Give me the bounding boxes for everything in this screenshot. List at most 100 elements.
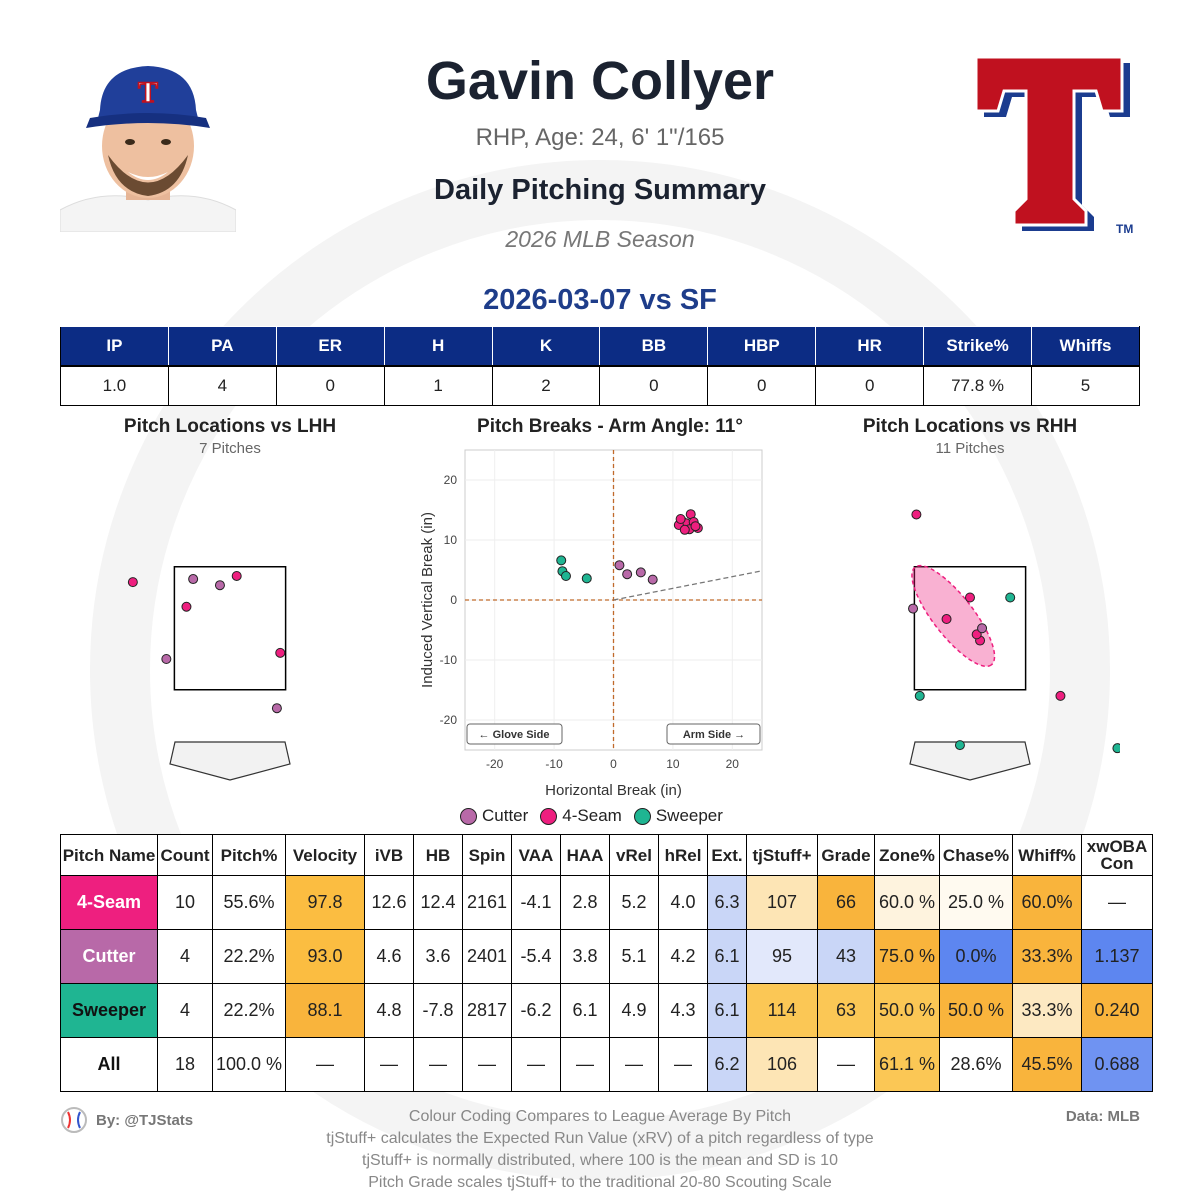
breaks-sweeper-point-2 [560,571,571,581]
pitch-cell-hrel: 4.3 [658,983,708,1038]
breaks-x-tick-0: -20 [486,757,504,771]
pitch-cell-count: 4 [157,983,213,1038]
pitch-cell-pitch: 100.0 % [212,1037,286,1092]
stat-value-h: 1 [383,365,493,406]
pitch-cell-chase: 50.0 % [939,983,1013,1038]
summary-title: Daily Pitching Summary [434,174,766,206]
pitch-col-xwoba-con: xwOBA Con [1081,834,1153,876]
legend-label: Sweeper [655,806,723,825]
pitch-row-4-seam: 4-Seam 10 55.6% 97.8 12.6 12.4 2161 -4.1 2.8 5.2 4… [60,875,1153,930]
pitch-col-count: Count [157,834,213,876]
pitch-cell-velocity: 88.1 [285,983,365,1038]
legend-swatch-sweeper [633,807,651,825]
pitch-cell-ext: 6.3 [707,875,747,930]
footer-credit: By: @TJStats [60,1106,193,1134]
player-name: Gavin Collyer [425,51,775,111]
lhh-home-plate [169,741,291,781]
pitch-col-tjstuff: tjStuff+ [746,834,818,876]
footer-note-1: Colour Coding Compares to League Average… [408,1108,792,1125]
pitch-cell-hb: 3.6 [413,929,463,984]
lhh-4-seam-point-2 [231,570,242,581]
pitch-cell-haa: 3.8 [560,929,610,984]
rhh-4-seam-point-0 [911,509,922,520]
pitch-cell-count: 18 [157,1037,213,1092]
pitch-cell-chase: 0.0% [939,929,1013,984]
game-stat-table: IP PA ER H K BB HBP HR Strike% Whiffs 1.0 4 0 1 2 0 0 0 7… [60,326,1140,406]
pitch-name-cell: Sweeper [60,983,158,1038]
svg-text:T: T [138,76,158,109]
stat-value-row: 1.0 4 0 1 2 0 0 0 77.8 % 5 [60,365,1140,406]
breaks-cutter-point-0 [614,560,625,571]
stat-value-er: 0 [275,365,385,406]
breaks-x-tick-3: 10 [666,757,680,771]
arm-side-label: Arm Side → [683,729,745,741]
stat-value-pa: 4 [167,365,277,406]
breaks-title: Pitch Breaks - Arm Angle: 11° [477,416,743,437]
pitch-cell-chase: 25.0 % [939,875,1013,930]
stat-header-row: IP PA ER H K BB HBP HR Strike% Whiffs [60,326,1140,367]
pitch-cell-hb: 12.4 [413,875,463,930]
pitch-col-pitch: Pitch% [212,834,286,876]
pitch-cell-xwoba-con: 0.240 [1081,983,1153,1038]
pitch-cell-hrel: — [658,1037,708,1092]
stat-header-ip: IP [60,326,169,367]
breaks-y-tick-4: 20 [444,473,458,487]
pitch-cell-haa: — [560,1037,610,1092]
pitch-cell-pitch: 22.2% [212,929,286,984]
pitch-cell-zone: 75.0 % [874,929,940,984]
pitch-cell-zone: 50.0 % [874,983,940,1038]
breaks-cutter-point-1 [622,569,633,580]
tjstats-logo-icon [61,1107,87,1133]
legend-item-sweeper: Sweeper [633,806,723,826]
stat-header-hr: HR [815,326,925,367]
pitch-cell-spin: — [462,1037,512,1092]
rhh-subtitle: 11 Pitches [935,440,1005,457]
pitch-cell-hb: — [413,1037,463,1092]
rhh-4-seam-point-2 [941,614,952,625]
pitch-cell-spin: 2161 [462,875,512,930]
lhh-location-chart [127,566,291,781]
stat-header-k: K [491,326,601,367]
pitch-header-row: Pitch Name Count Pitch% Velocity iVB HB Spin VA… [60,834,1153,876]
pitch-cell-pitch: 55.6% [212,875,286,930]
pitch-legend: Cutter 4-Seam Sweeper [460,803,750,829]
legend-label: Cutter [482,806,529,825]
lhh-cutter-point-2 [161,654,172,664]
lhh-4-seam-point-0 [127,577,138,588]
breaks-y-tick-0: -20 [440,713,458,727]
stat-header-bb: BB [599,326,709,367]
pitch-col-vaa: VAA [511,834,561,876]
stat-header-h: H [383,326,493,367]
pitch-row-sweeper: Sweeper 4 22.2% 88.1 4.8 -7.8 2817 -6.2 6.1 4.9 4.… [60,983,1153,1038]
pitch-row-cutter: Cutter 4 22.2% 93.0 4.6 3.6 2401 -5.4 3.8 5.1 4.2 6… [60,929,1153,984]
rhh-sweeper-point-2 [954,740,965,751]
stat-value-hbp: 0 [707,365,817,406]
pitch-name-cell: All [60,1037,158,1092]
pitch-cell-tjstuff: 114 [746,983,818,1038]
pitch-cell-whiff: 33.3% [1012,983,1082,1038]
arm-side-box [666,723,761,745]
pitch-row-all: All 18 100.0 % — — — — — — — —6.2 106—61.1 % 28.6% 45… [60,1037,1153,1092]
breaks-y-tick-1: -10 [440,653,458,667]
stat-header-whiffs: Whiffs [1031,326,1140,367]
pitch-cell-grade: 63 [817,983,875,1038]
lhh-title: Pitch Locations vs LHH [123,416,337,437]
breaks-y-tick-2: 0 [450,593,457,607]
legend-item-4-seam: 4-Seam [540,806,622,826]
player-bio: RHP, Age: 24, 6' 1"/165 [475,124,725,151]
stat-header-er: ER [275,326,385,367]
legend-item-cutter: Cutter [460,806,528,826]
rhh-strike-zone [913,566,1027,691]
pitch-cell-vaa: — [511,1037,561,1092]
pitch-col-pitch-name: Pitch Name [60,834,158,876]
pitch-name-cell: Cutter [60,929,158,984]
pitch-cell-whiff: 45.5% [1012,1037,1082,1092]
pitch-cell-zone: 60.0 % [874,875,940,930]
rhh-cutter-point-0 [908,603,919,614]
pitch-col-spin: Spin [462,834,512,876]
pitch-cell-count: 4 [157,929,213,984]
pitch-cell-whiff: 60.0% [1012,875,1082,930]
pitch-col-hrel: hRel [658,834,708,876]
arm-angle-line [613,570,763,601]
pitch-cell-vrel: — [609,1037,659,1092]
